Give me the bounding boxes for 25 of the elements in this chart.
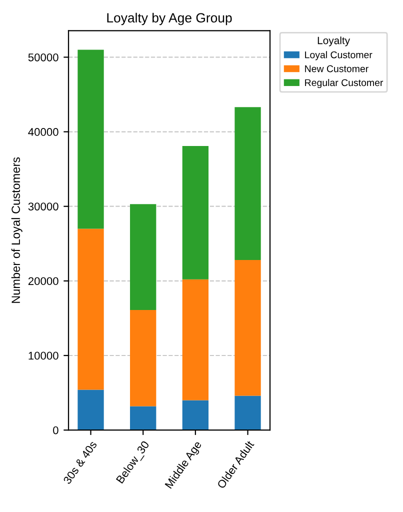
legend-label: Loyal Customer — [305, 51, 372, 60]
bar — [78, 228, 104, 390]
bar — [130, 406, 156, 430]
bar — [234, 396, 261, 430]
bar — [130, 204, 156, 310]
bar — [182, 400, 209, 430]
bar — [182, 279, 209, 400]
y-tick-label: 0 — [53, 426, 58, 434]
chart-title: Loyalty by Age Group — [107, 12, 232, 26]
y-tick-label: 10000 — [28, 352, 58, 360]
y-tick-label: 40000 — [28, 128, 58, 136]
bar — [130, 310, 156, 406]
legend-title: Loyalty — [318, 36, 350, 46]
y-tick-label: 30000 — [28, 202, 58, 210]
bar — [234, 107, 261, 260]
y-tick-label: 20000 — [28, 277, 58, 286]
bar — [78, 390, 104, 430]
bar — [234, 260, 261, 396]
x-tick-label: 30s & 40s — [62, 440, 98, 485]
legend-label: New Customer — [305, 65, 368, 72]
y-tick-label: 50000 — [28, 53, 58, 62]
y-axis-title: Number of Loyal Customers — [11, 157, 22, 303]
bar — [78, 50, 104, 229]
bar — [182, 146, 209, 280]
legend-label: Regular Customer — [305, 78, 384, 88]
